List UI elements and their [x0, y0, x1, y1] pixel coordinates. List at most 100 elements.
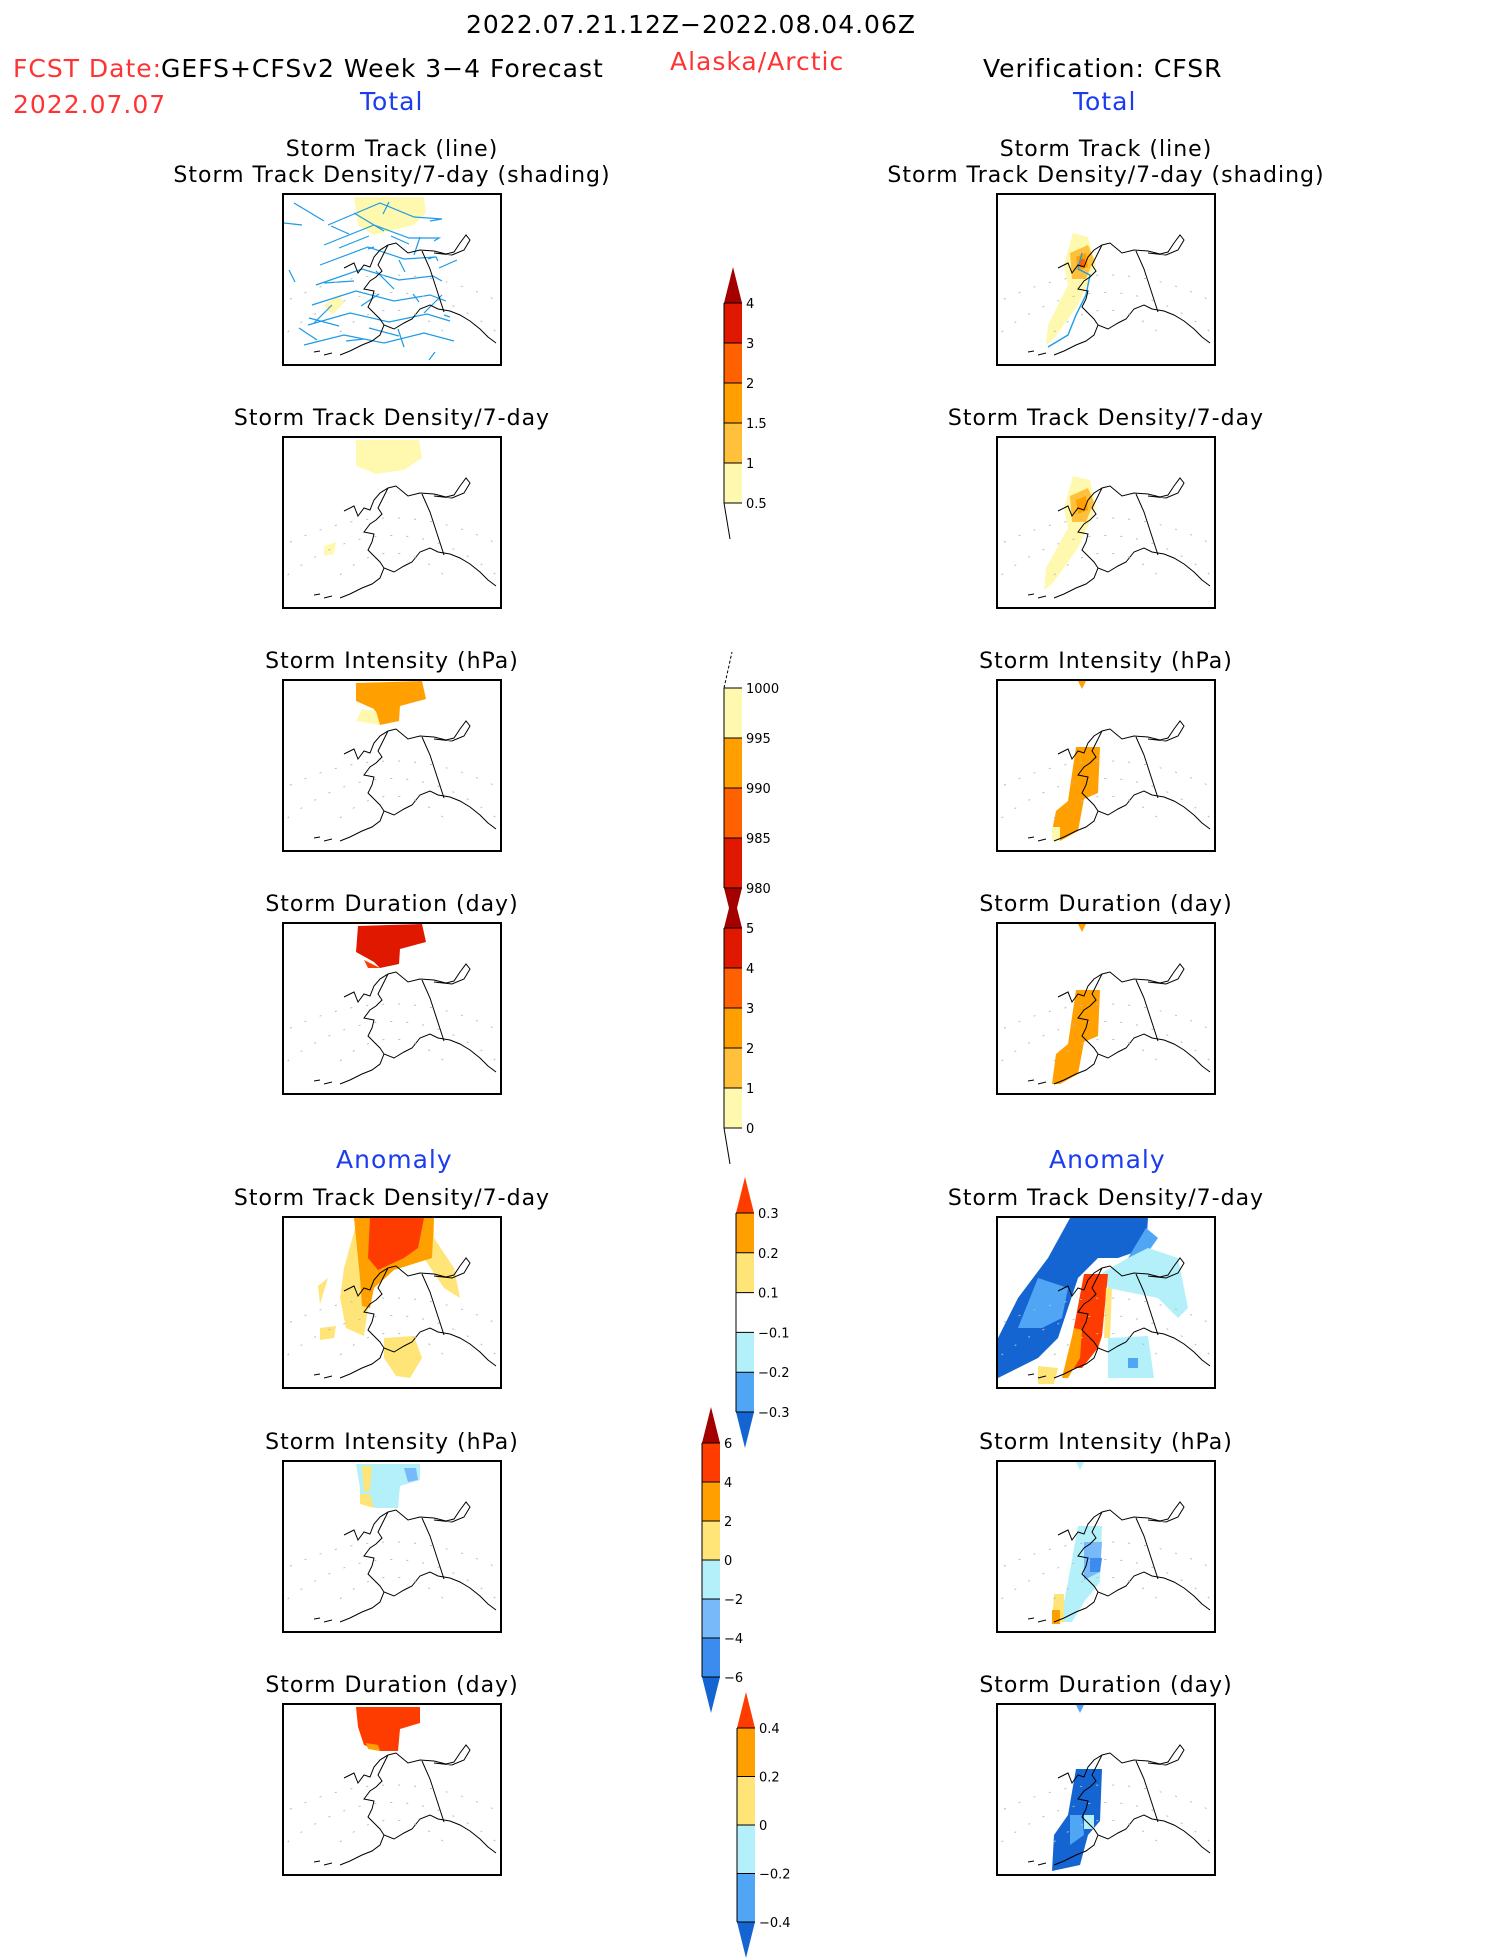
coastline [313, 234, 497, 356]
colorbar-segment [724, 1008, 742, 1048]
graticule [998, 292, 1214, 336]
verification-title: Verification: CFSR [983, 54, 1223, 83]
panel-title: Storm Duration (day) [265, 1673, 519, 1698]
panel-title: Storm Track Density/7-day (shading) [887, 163, 1325, 188]
shaded-region [320, 1326, 336, 1340]
coastline [1027, 720, 1211, 842]
shaded-region [1080, 259, 1085, 267]
colorbar-tick-label: −6 [724, 1671, 743, 1686]
map-panel-fcst-intensity [282, 679, 502, 852]
coastline [313, 963, 497, 1085]
panel-title: Storm Track (line) [999, 137, 1213, 162]
alaska-map [284, 440, 500, 599]
colorbar-segment [724, 788, 742, 838]
alaska-map [998, 681, 1214, 842]
map-panel-fcst-track [282, 193, 502, 366]
map-panel-fcst-anom-density [282, 1216, 502, 1389]
map-panel-fcst-duration [282, 922, 502, 1095]
colorbar-segment [702, 1482, 720, 1521]
map-panel-obs-duration [996, 922, 1216, 1095]
colorbar-tick-label: 995 [746, 732, 771, 747]
colorbar-tick-label: 0.4 [759, 1722, 780, 1737]
right-anomaly-label: Anomaly [1049, 1145, 1166, 1174]
colorbar-tick-label: 4 [746, 962, 754, 977]
fcst-date: 2022.07.07 [13, 90, 167, 119]
colorbar-segment [737, 1776, 755, 1825]
colorbar-segment [724, 463, 742, 503]
border-line [421, 736, 445, 799]
colorbar-arrow-bottom [737, 1922, 755, 1958]
alaska-map [998, 1462, 1214, 1624]
shaded-region [318, 1278, 328, 1304]
border-line [421, 1273, 445, 1336]
colorbar-tick-label: 0 [724, 1554, 732, 1569]
colorbar-tick-label: 6 [724, 1437, 732, 1452]
shaded-region [1078, 681, 1086, 689]
colorbar-segment [724, 303, 742, 343]
shaded-region [1128, 1358, 1138, 1368]
graticule [284, 1559, 500, 1603]
shaded-region [1052, 747, 1100, 841]
coastline [1027, 477, 1211, 599]
border-line [421, 1760, 445, 1823]
shaded-region [356, 924, 426, 968]
panel-title: Storm Intensity (hPa) [979, 1430, 1233, 1455]
colorbar-segment [724, 838, 742, 888]
colorbar-segment [724, 383, 742, 423]
colorbar-tick-label: 0 [759, 1819, 767, 1834]
colorbar-tail [723, 502, 731, 540]
colorbar-segment [736, 1292, 754, 1333]
graticule [284, 778, 500, 822]
graticule [284, 1315, 500, 1359]
colorbar-arrow-top [724, 892, 742, 928]
alaska-map [998, 1218, 1214, 1384]
colorbar-segment [737, 1825, 755, 1874]
map-panel-fcst-density [282, 436, 502, 609]
colorbar-tick-label: −0.2 [758, 1366, 790, 1381]
colorbar-segment [724, 738, 742, 788]
model-title: GEFS+CFSv2 Week 3−4 Forecast [161, 54, 604, 83]
border-line [1135, 1517, 1159, 1580]
coastline [313, 1744, 497, 1866]
graticule [998, 535, 1214, 579]
colorbar-tick-label: −0.3 [758, 1406, 790, 1421]
map-panel-obs-anom-density [996, 1216, 1216, 1389]
shaded-region [356, 1707, 420, 1751]
colorbar-tick-label: 2 [746, 377, 754, 392]
shaded-region [1052, 990, 1100, 1084]
coastline [313, 477, 497, 599]
panel-title: Storm Intensity (hPa) [979, 649, 1233, 674]
panel-title: Storm Track Density/7-day [233, 406, 551, 431]
border-line [421, 493, 445, 556]
colorbar-arrow-top [724, 267, 742, 303]
colorbar-tick-label: 0.5 [746, 497, 767, 512]
shaded-region [1038, 1366, 1058, 1384]
border-line [1135, 979, 1159, 1042]
shaded-region [1018, 1278, 1068, 1328]
panel-title: Storm Intensity (hPa) [265, 649, 519, 674]
colorbar-tick-label: 990 [746, 782, 771, 797]
colorbar-segment [737, 1873, 755, 1922]
colorbar-arrow-top [737, 1692, 755, 1728]
coastline [1027, 963, 1211, 1085]
graticule [998, 1802, 1214, 1846]
colorbar-tick-label: 985 [746, 832, 771, 847]
shaded-region [368, 1218, 424, 1270]
alaska-map [284, 1464, 500, 1623]
shaded-region [324, 295, 344, 315]
shaded-region [384, 1336, 422, 1378]
shaded-region [360, 1494, 374, 1508]
coastline [313, 720, 497, 842]
colorbar-tick-label: −0.4 [759, 1916, 791, 1931]
colorbar-segment [702, 1443, 720, 1482]
border-line [1135, 736, 1159, 799]
coastline [1027, 1257, 1211, 1379]
coastline [313, 1257, 497, 1379]
colorbar-duration: 0 1 2 3 4 5 [723, 892, 754, 1165]
panel-title: Storm Duration (day) [979, 1673, 1233, 1698]
shaded-region [1052, 827, 1060, 841]
colorbar-segment [724, 688, 742, 738]
shaded-region [362, 1466, 372, 1492]
colorbar-anom_density: 0.3 0.2 0.1 −0.1 −0.2 −0.3 [735, 1177, 790, 1448]
colorbar-intensity: 1000 995 990 985 980 [723, 651, 779, 924]
